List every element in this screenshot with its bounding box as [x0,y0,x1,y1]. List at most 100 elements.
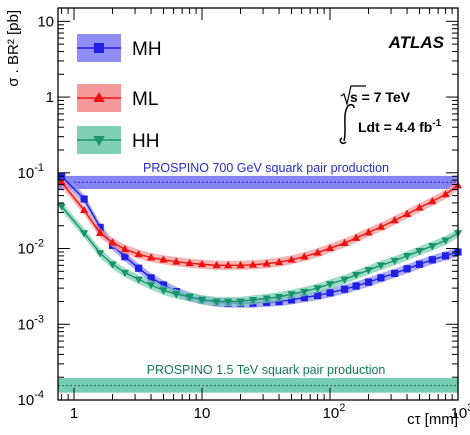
series-ml-point-25 [390,216,399,224]
series-ml-point-16 [274,257,284,266]
band-0-label: PROSPINO 700 GeV squark pair production [143,161,389,175]
series-ml-point-2 [95,228,105,236]
series-ml-point-15 [262,259,271,267]
integral-sign-icon [339,103,355,145]
series-mh-point-20 [326,289,334,297]
series-mh-point-27 [415,260,424,268]
x-tick-label-1: 1 [70,405,78,422]
series-mh-point-22 [352,282,360,290]
series-hh-point-17 [287,291,296,299]
series-hh-point-9 [185,293,194,302]
series-ml-point-5 [134,249,143,258]
x-tick-label-102: 102 [323,402,346,422]
series-hh-point-1 [79,230,89,238]
axis-ticks: 1 10 102 103 10-4 10-3 10-2 10-1 1 10 [18,8,470,422]
series-ml-point-7 [159,255,168,263]
series-hh-point-28 [428,243,437,251]
series-hh [57,201,463,307]
series-mh-point-2 [96,223,104,232]
series-ml-point-20 [325,243,335,252]
series-mh-point-28 [428,256,436,264]
series-hh-point-7 [159,287,168,295]
series-mh-point-29 [441,252,450,260]
annotations: cτ [mm] σ . BR² [pb] ATLAS s = 7 TeV Ldt = 4… [5,10,458,428]
series-hh-point-23 [364,267,373,275]
series-ml-point-18 [300,252,309,260]
legend-marker-ml [93,92,105,102]
series-hh-point-25 [390,257,399,266]
series-mh-point-4 [121,253,129,261]
series-hh-point-6 [146,282,156,290]
series-hh-point-19 [313,285,322,293]
series-hh-point-15 [262,295,271,303]
data-series [57,171,463,308]
legend-label-mh: MH [132,39,162,60]
series-ml-point-10 [197,259,207,268]
y-tick-label-10-1: 10-1 [18,162,44,182]
series-ml-point-3 [108,238,117,246]
experiment-label: ATLAS [388,33,445,52]
series-mh-point-21 [340,285,349,293]
series-mh-point-7 [159,281,168,289]
series-hh-point-16 [274,293,284,302]
series-hh-point-3 [108,261,117,269]
series-hh-point-20 [325,281,335,289]
y-tick-label-10: 10 [37,13,54,30]
series-ml-point-24 [376,222,386,230]
sqrt-sign-icon [340,85,366,107]
legend-label-ml: ML [132,89,158,110]
y-tick-label-10-2: 10-2 [18,238,44,258]
series-ml-point-6 [146,253,156,261]
series-ml-point-8 [172,257,181,265]
series-ml [57,177,463,270]
series-ml-point-21 [340,238,349,246]
y-tick-label-10-3: 10-3 [18,313,44,333]
series-hh-point-4 [120,269,130,277]
plot-frame [57,7,459,401]
series-ml-point-13 [236,261,245,269]
band-1-label: PROSPINO 1.5 TeV squark pair production [147,363,386,377]
legend-marker-mh [94,43,104,53]
series-ml-point-14 [248,260,258,268]
series-hh-point-14 [248,296,258,305]
series-ml-point-22 [351,233,361,241]
series-mh-point-26 [403,265,411,273]
legend: MH ML HH [77,34,162,154]
series-ml-point-23 [364,228,373,236]
series-ml-uncertainty-band [61,177,459,270]
series-ml-point-11 [212,261,221,269]
series-ml-point-19 [313,248,322,256]
legend-marker-hh [93,136,105,146]
series-ml-point-12 [223,261,233,269]
series-ml-point-26 [402,209,412,217]
series-ml-point-1 [79,205,89,214]
series-hh-point-26 [402,252,412,261]
series-ml-point-17 [287,255,296,263]
legend-item-mh: MH [77,34,162,62]
series-mh-point-19 [313,291,322,300]
series-mh-point-17 [287,296,296,304]
series-mh-point-18 [300,293,308,302]
series-hh-point-27 [415,248,424,256]
series-hh-point-10 [197,296,207,305]
legend-label-hh: HH [132,131,159,152]
series-ml-point-29 [441,189,450,198]
x-tick-label-10: 10 [194,405,211,422]
prospino-bands: PROSPINO 700 GeV squark pair production P… [58,161,458,393]
luminosity-label: Ldt = 4.4 fb-1 [358,118,442,135]
series-hh-point-13 [236,298,245,306]
series-mh-point-1 [80,195,88,203]
series-ml-point-0 [57,177,66,186]
series-hh-point-22 [351,271,361,280]
series-mh-uncertainty-band [61,171,459,308]
series-hh-point-8 [172,291,181,299]
series-ml-point-4 [120,244,130,253]
legend-item-ml: ML [77,84,158,112]
series-mh-point-6 [147,274,155,282]
legend-item-hh: HH [77,126,159,154]
series-mh-point-25 [391,269,399,277]
series-mh-point-23 [364,278,373,286]
x-axis-label: cτ [mm] [407,411,458,428]
series-mh-point-24 [377,274,385,282]
